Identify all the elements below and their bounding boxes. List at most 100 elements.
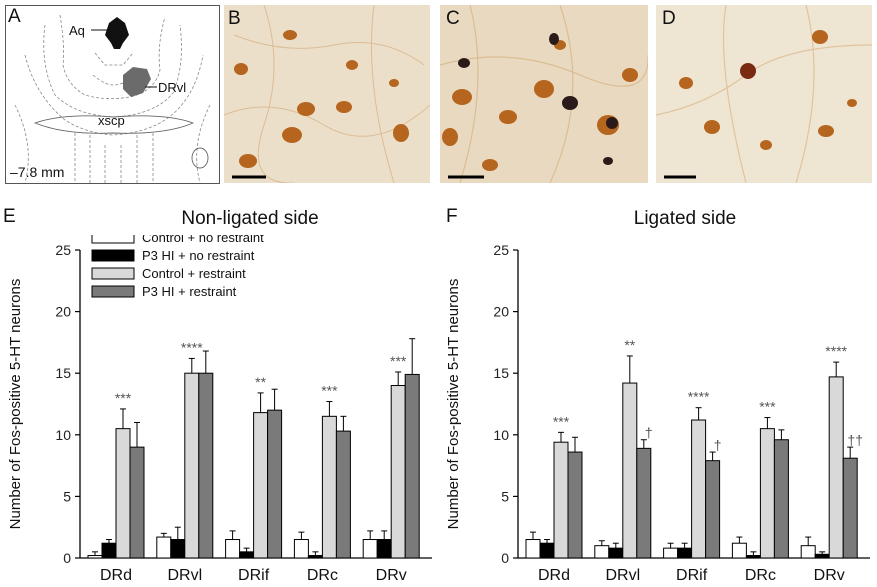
panel-letter-c: C	[446, 8, 460, 29]
significance-marker: ***	[115, 390, 132, 406]
y-tick-label: 20	[493, 304, 509, 320]
bar-drc-series-1	[307, 555, 323, 559]
significance-marker: **	[255, 374, 266, 390]
y-tick-label: 5	[501, 488, 509, 504]
y-tick-label: 25	[493, 242, 509, 258]
y-axis-label: Number of Fos-positive 5-HT neurons	[445, 279, 462, 530]
y-tick-label: 0	[501, 550, 509, 566]
bar-drvl-series-0	[156, 536, 172, 559]
panel-letter-d: D	[662, 8, 676, 29]
bar-drd-series-2	[553, 441, 569, 559]
legend-swatch-0	[91, 235, 135, 244]
micrograph-d	[656, 5, 872, 183]
aq-shape	[105, 17, 129, 49]
drvl-label: DRvl	[158, 80, 186, 95]
bar-drvl-series-2	[184, 372, 200, 559]
drvl-shape	[123, 67, 151, 97]
y-tick-label: 25	[55, 242, 71, 258]
bar-drc-series-1	[745, 555, 761, 559]
legend-swatch-3	[91, 285, 135, 298]
bar-drv-series-0	[362, 539, 378, 559]
bar-drv-series-3	[404, 373, 420, 559]
bar-drif-series-3	[267, 409, 283, 559]
bar-drvl-series-1	[608, 547, 624, 559]
x-tick-label: DRif	[676, 567, 708, 584]
chart-title-ligated: Ligated side	[633, 208, 737, 229]
significance-marker: †	[645, 425, 653, 441]
legend-label-2: Control + restraint	[142, 266, 246, 281]
bar-drd-series-2	[115, 428, 131, 559]
x-tick-label: DRc	[307, 567, 338, 584]
bar-drv-series-3	[842, 457, 858, 559]
x-tick-label: DRif	[238, 567, 270, 584]
aq-label: Aq	[69, 23, 85, 38]
bar-drc-series-3	[335, 430, 351, 559]
bar-drd-series-1	[101, 542, 117, 559]
x-tick-label: DRvl	[605, 567, 640, 584]
bar-chart-ligated: 0 5 10 15 20 25 Number of Fos-positive 5-HT ne…	[445, 242, 870, 584]
atlas-diagram: Aq DRvl xscp –7.8 mm	[5, 5, 220, 184]
y-tick-label: 15	[55, 365, 71, 381]
chart-title-non-ligated: Non-ligated side	[181, 208, 319, 229]
legend-label-3: P3 HI + restraint	[142, 284, 237, 299]
panel-letter-f: F	[446, 206, 458, 227]
bar-drv-series-1	[376, 539, 392, 559]
significance-marker: †	[714, 437, 722, 453]
y-tick-label: 20	[55, 304, 71, 320]
bar-drd-series-0	[87, 555, 103, 559]
legend-label-0: Control + no restraint	[142, 235, 264, 245]
bar-drd-series-3	[567, 451, 583, 559]
bar-drv-series-0	[800, 545, 816, 559]
panel-letter-e: E	[3, 206, 16, 227]
bar-drvl-series-2	[622, 382, 638, 559]
depth-label: –7.8 mm	[10, 164, 64, 180]
x-tick-label: DRv	[814, 567, 845, 584]
x-tick-label: DRv	[376, 567, 407, 584]
micrograph-c	[440, 5, 648, 183]
bar-drd-series-1	[539, 542, 555, 559]
legend-label-1: P3 HI + no restraint	[142, 248, 255, 263]
micrograph-b	[224, 5, 430, 183]
bar-drif-series-3	[705, 460, 721, 559]
bar-drif-series-0	[225, 539, 241, 559]
significance-marker: **	[624, 337, 635, 353]
significance-marker: ***	[321, 383, 338, 399]
panel-letter-a: A	[8, 6, 21, 27]
bar-drd-series-0	[525, 539, 541, 559]
y-tick-label: 5	[63, 488, 71, 504]
bar-drd-series-3	[129, 446, 145, 559]
bar-drvl-series-1	[170, 539, 186, 559]
y-tick-label: 15	[493, 365, 509, 381]
bar-drif-series-0	[663, 547, 679, 559]
bar-drif-series-2	[253, 412, 269, 559]
bar-drvl-series-3	[636, 447, 652, 559]
bar-drc-series-3	[773, 439, 789, 559]
significance-marker: ***	[553, 413, 570, 429]
xscp-label: xscp	[98, 113, 125, 128]
panel-letter-b: B	[228, 8, 241, 29]
x-tick-label: DRvl	[167, 567, 202, 584]
bar-drv-series-2	[390, 385, 406, 559]
y-tick-label: 10	[55, 427, 71, 443]
y-axis-label: Number of Fos-positive 5-HT neurons	[7, 279, 24, 530]
atlas-solid-outlines	[33, 115, 209, 169]
significance-marker: ****	[688, 389, 710, 405]
legend-swatch-2	[91, 267, 135, 280]
bar-drc-series-2	[759, 428, 775, 559]
bar-drif-series-1	[677, 547, 693, 559]
atlas-outlines	[14, 14, 211, 184]
y-tick-label: 10	[493, 427, 509, 443]
bar-drif-series-2	[691, 419, 707, 559]
bar-drv-series-1	[814, 553, 830, 559]
significance-marker: ***	[759, 399, 776, 415]
x-tick-label: DRd	[538, 567, 570, 584]
significance-marker: ††	[847, 432, 863, 448]
x-tick-label: DRd	[100, 567, 132, 584]
x-tick-label: DRc	[745, 567, 776, 584]
legend-swatch-1	[91, 249, 135, 262]
y-tick-label: 0	[63, 550, 71, 566]
significance-marker: ****	[825, 343, 847, 359]
bar-drv-series-2	[828, 376, 844, 559]
significance-marker: ****	[181, 339, 203, 355]
bar-drvl-series-0	[594, 545, 610, 559]
